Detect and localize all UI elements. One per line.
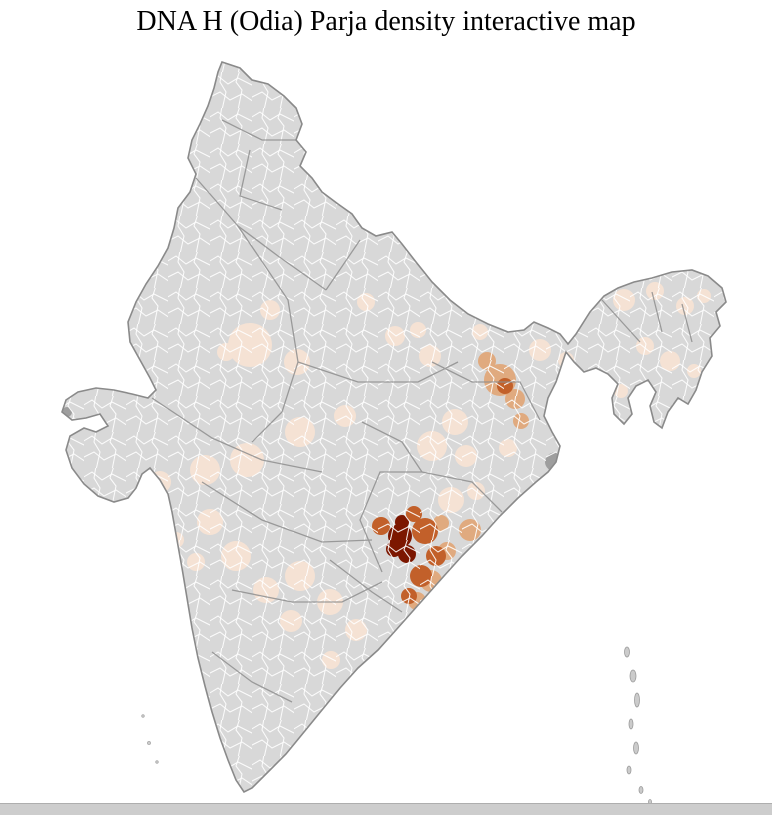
state-borders (151, 119, 693, 703)
india-outline (61, 61, 727, 794)
map-title: DNA H (Odia) Parja density interactive m… (136, 6, 636, 37)
horizontal-scrollbar[interactable] (0, 803, 772, 815)
islands-andaman-nicobar[interactable] (624, 646, 652, 805)
islands-lakshadweep[interactable] (141, 714, 159, 764)
